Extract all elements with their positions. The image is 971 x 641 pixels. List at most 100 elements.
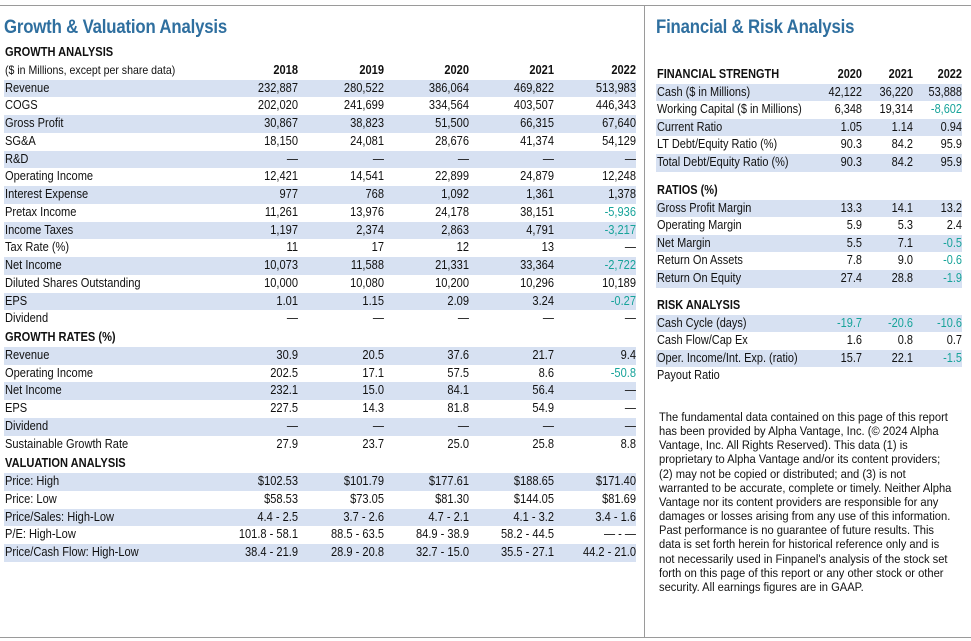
cell-value: 0.7 [946, 333, 962, 348]
table-row: Price: High $102.53 $101.79 $177.61 $188.65 $… [4, 473, 636, 491]
table-row: Gross Profit Margin 13.3 14.1 13.2 [656, 199, 962, 218]
cell-value: 446,343 [595, 98, 636, 113]
cell-value: 10,189 [602, 275, 636, 290]
cell-value: — [624, 311, 636, 326]
cell-value: 4,791 [526, 222, 554, 237]
ratios-header: RATIOS (%) [657, 183, 718, 197]
cell-value: $171.40 [595, 474, 636, 488]
year-header: 2020 [444, 62, 469, 77]
cell-value: $144.05 [513, 491, 554, 506]
cell-value: 56.4 [532, 383, 554, 398]
table-row: Operating Income 12,421 14,541 22,899 24,879… [4, 168, 636, 186]
row-label: Cash Cycle (days) [657, 315, 747, 330]
cell-value: 25.8 [532, 436, 554, 451]
cell-value: 202.5 [270, 365, 298, 380]
table-row: Cash Cycle (days) -19.7 -20.6 -10.6 [656, 314, 962, 333]
risk-rows: Cash Cycle (days) -19.7 -20.6 -10.6 Cash Flo… [656, 314, 962, 385]
row-label: Income Taxes [5, 222, 74, 237]
column-divider [644, 6, 645, 637]
cell-value: 5.3 [897, 218, 913, 233]
row-label: Dividend [5, 418, 49, 433]
growth-valuation-title: Growth & Valuation Analysis [4, 16, 228, 38]
cell-value: 4.7 - 2.1 [428, 509, 469, 524]
cell-value: 95.9 [940, 154, 962, 169]
row-label: Return On Equity [657, 270, 742, 285]
cell-value: 41,374 [520, 133, 554, 148]
row-label: Pretax Income [5, 204, 77, 219]
cell-value: 5.5 [846, 235, 862, 250]
valuation-rows: Price: High $102.53 $101.79 $177.61 $188.65 $… [4, 473, 636, 562]
cell-value: — [624, 418, 636, 433]
cell-value: 25.0 [447, 436, 469, 451]
table-row: Net Income 10,073 11,588 21,331 33,364 -2,722 [4, 257, 636, 275]
cell-value: $81.30 [435, 491, 469, 506]
cell-value: 0.94 [940, 119, 962, 134]
row-label: Price/Sales: High-Low [5, 509, 115, 524]
cell-value: 38,151 [520, 204, 554, 219]
ratios-table: RATIOS (%) Gross Profit Margin 13.3 14.1 13… [656, 182, 962, 288]
cell-value: 10,200 [435, 275, 469, 290]
row-label: Dividend [5, 311, 49, 326]
cell-value: 13.3 [840, 200, 862, 215]
cell-value: 1.15 [362, 293, 384, 308]
cell-value: 28.8 [891, 270, 913, 285]
cell-value: 17 [371, 240, 384, 255]
cell-value: 30,867 [264, 116, 298, 130]
table-row: Cash ($ in Millions) 42,122 36,220 53,888 [656, 83, 962, 102]
cell-value: — [542, 418, 554, 433]
financial-risk-title: Financial & Risk Analysis [656, 16, 855, 38]
cell-value: 9.0 [897, 253, 913, 268]
row-label: Net Income [5, 383, 62, 398]
cell-value: 27.4 [840, 270, 862, 285]
valuation-analysis-header: VALUATION ANALYSIS [5, 456, 126, 471]
cell-value: 37.6 [447, 347, 469, 362]
row-label: Gross Profit Margin [657, 200, 752, 215]
growth-rates-header-row: GROWTH RATES (%) [4, 329, 636, 347]
cell-value: 21,331 [435, 258, 469, 272]
risk-header-row: RISK ANALYSIS [656, 297, 962, 315]
cell-value: 18,150 [264, 133, 298, 148]
cell-value: 232,887 [257, 80, 298, 95]
cell-value: — - — [603, 527, 636, 542]
cell-value: $58.53 [264, 491, 298, 506]
cell-value: — [542, 151, 554, 166]
year-header: 2022 [937, 67, 962, 81]
cell-value: — [624, 383, 636, 398]
cell-value: -0.6 [943, 253, 962, 268]
cell-value: 1,092 [441, 187, 469, 201]
table-row: Sustainable Growth Rate 27.9 23.7 25.0 25.8 8… [4, 436, 636, 454]
table-row: Interest Expense 977 768 1,092 1,361 1,378 [4, 186, 636, 204]
cell-value: 7.1 [897, 235, 913, 250]
cell-value: 3.7 - 2.6 [343, 509, 384, 524]
cell-value: 14,541 [350, 169, 384, 184]
cell-value: 1,361 [526, 187, 554, 201]
cell-value: 227.5 [270, 401, 298, 415]
ratios-header-row: RATIOS (%) [656, 182, 962, 200]
table-row: Net Margin 5.5 7.1 -0.5 [656, 234, 962, 253]
cell-value: 4.4 - 2.5 [257, 509, 298, 524]
cell-value: 10,080 [350, 275, 384, 290]
cell-value: -3,217 [604, 222, 636, 237]
cell-value: 24,081 [350, 133, 384, 148]
cell-value: 57.5 [447, 365, 469, 380]
cell-value: — [457, 311, 469, 326]
row-label: Price/Cash Flow: High-Low [5, 545, 139, 559]
growth-rates-rows: Revenue 30.9 20.5 37.6 21.7 9.4 Operating Inco… [4, 346, 636, 454]
growth-analysis-header: GROWTH ANALYSIS [5, 45, 114, 59]
table-row: Return On Equity 27.4 28.8 -1.9 [656, 269, 962, 288]
cell-value: 28,676 [435, 133, 469, 148]
cell-value: 10,296 [520, 275, 554, 290]
row-label: Price: Low [5, 491, 57, 506]
cell-value: 88.5 - 63.5 [331, 527, 384, 542]
cell-value: 21.7 [532, 347, 554, 362]
cell-value: 90.3 [840, 137, 862, 152]
table-row: Net Income 232.1 15.0 84.1 56.4 — [4, 382, 636, 400]
row-label: Total Debt/Equity Ratio (%) [657, 154, 789, 169]
row-label: Payout Ratio [657, 368, 720, 383]
table-row: Diluted Shares Outstanding 10,000 10,080 10… [4, 275, 636, 293]
cell-value: -1.5 [943, 350, 962, 365]
cell-value: 14.1 [891, 200, 913, 215]
cell-value: 1.01 [276, 293, 298, 308]
cell-value: 1.6 [846, 333, 862, 348]
